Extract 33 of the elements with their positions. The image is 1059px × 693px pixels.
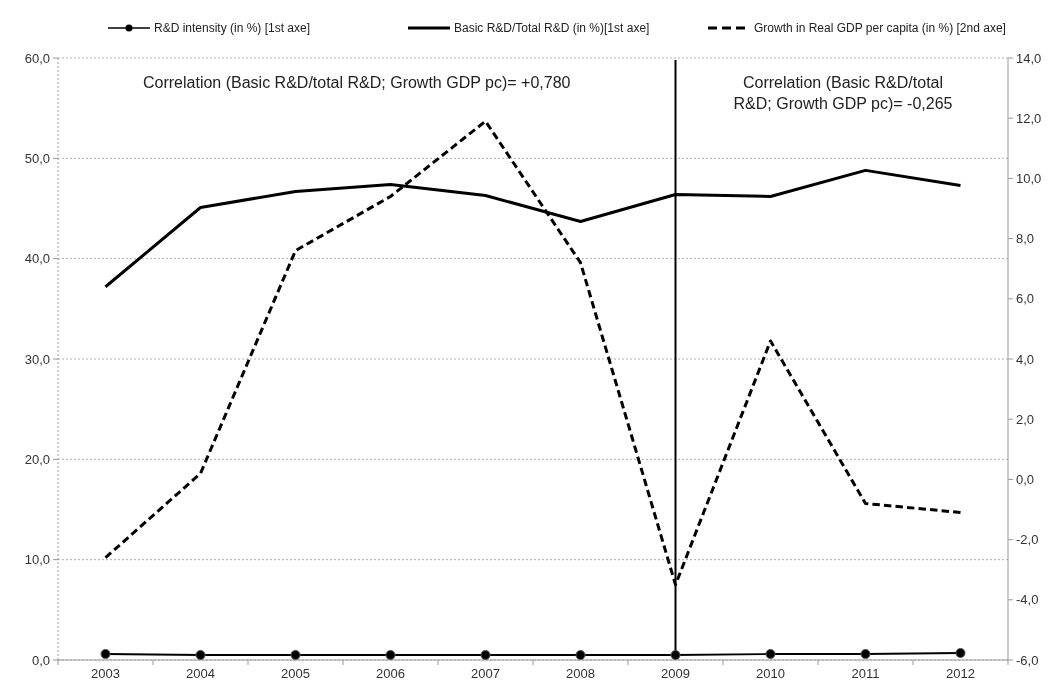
- x-tick-label: 2012: [946, 666, 975, 681]
- y2-tick-label: 6,0: [1016, 291, 1035, 307]
- y2-tick-label: 2,0: [1016, 411, 1035, 427]
- x-tick-label: 2009: [661, 666, 690, 681]
- x-tick-label: 2007: [471, 666, 500, 681]
- y2-tick-label: -4,0: [1016, 592, 1039, 608]
- legend-label: R&D intensity (in %) [1st axe]: [154, 21, 311, 36]
- x-tick-label: 2003: [91, 666, 120, 681]
- y2-tick-label: -2,0: [1016, 532, 1039, 548]
- y-tick-label: 10,0: [24, 552, 50, 568]
- x-tick-label: 2006: [376, 666, 405, 681]
- x-tick-label: 2005: [281, 666, 310, 681]
- y-tick-label: 30,0: [24, 351, 50, 367]
- y-tick-label: 60,0: [24, 50, 50, 66]
- annotation: Correlation (Basic R&D/total R&D; Growth GDP pc)= +0,780: [143, 74, 571, 91]
- x-tick-label: 2008: [566, 666, 595, 681]
- y-tick-label: 40,0: [24, 251, 50, 267]
- y2-tick-label: 8,0: [1016, 231, 1035, 247]
- y2-tick-label: 4,0: [1016, 351, 1035, 367]
- y-tick-label: 0,0: [31, 652, 50, 668]
- y2-tick-label: 10,0: [1016, 170, 1042, 186]
- x-tick-label: 2010: [756, 666, 785, 681]
- y-tick-label: 50,0: [24, 150, 50, 166]
- legend-label: Basic R&D/Total R&D (in %)[1st axe]: [454, 21, 650, 36]
- y2-tick-label: 0,0: [1016, 471, 1035, 487]
- annotation: Correlation (Basic R&D/total R&D; Growth GDP pc)= -0,265: [733, 74, 953, 112]
- legend-label: Growth in Real GDP per capita (in %) [2nd axe]: [754, 21, 1006, 36]
- y2-tick-label: 12,0: [1016, 110, 1042, 126]
- x-tick-label: 2011: [851, 666, 880, 681]
- x-tick-label: 2004: [186, 666, 215, 681]
- y2-tick-label: -6,0: [1016, 652, 1039, 668]
- y-tick-label: 20,0: [24, 451, 50, 467]
- y2-tick-label: 14,0: [1016, 50, 1042, 66]
